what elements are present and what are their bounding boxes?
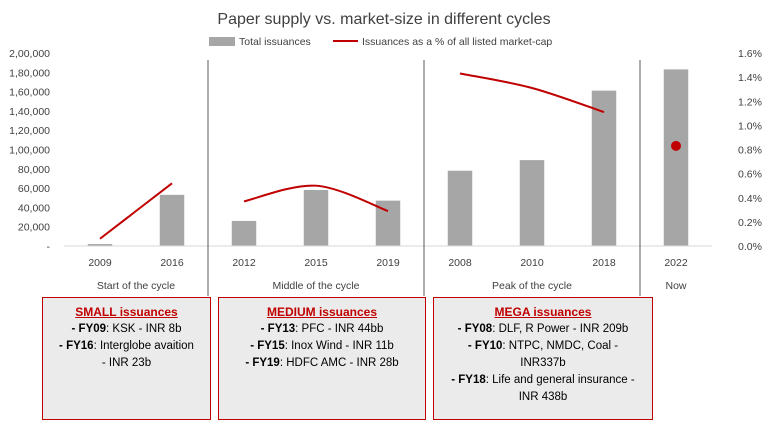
- x-tick-label: 2016: [160, 257, 184, 269]
- legend-pct-market-cap: Issuances as a % of all listed market-ca…: [362, 36, 552, 48]
- x-tick-label: 2008: [448, 257, 472, 269]
- medium-issuances-box: MEDIUM issuances - FY13: PFC - INR 44bb …: [218, 297, 426, 420]
- legend-bar-swatch: [209, 37, 235, 46]
- mega-issuances-title: MEGA issuances: [494, 305, 592, 319]
- small-issuances-box: SMALL issuances - FY09: KSK - INR 8b - F…: [42, 297, 211, 420]
- x-tick-label: 2009: [88, 257, 112, 269]
- mega-line-2: - FY10: NTPC, NMDC, Coal -: [467, 340, 619, 352]
- issuance-chart: Paper supply vs. market-size in differen…: [9, 11, 762, 296]
- bar-2008: [447, 170, 473, 246]
- y-right-tick-label: 0.0%: [738, 241, 762, 253]
- y-left-tick-label: 1,80,000: [9, 67, 50, 79]
- medium-line-1: - FY13: PFC - INR 44bb: [260, 323, 384, 335]
- y-right-tick-label: 1.2%: [738, 96, 762, 108]
- y-left-tick-label: 1,20,000: [9, 125, 50, 137]
- small-line-1: - FY09: KSK - INR 8b: [71, 323, 182, 335]
- medium-issuances-title: MEDIUM issuances: [266, 305, 378, 319]
- y-left-tick-label: 1,60,000: [9, 87, 50, 99]
- small-line-3: - INR 23b: [101, 357, 152, 369]
- legend-total-issuances: Total issuances: [239, 36, 311, 48]
- y-left-tick-label: 2,00,000: [9, 48, 50, 60]
- pct-line-segment-3: [459, 72, 605, 114]
- x-tick-label: 2010: [520, 257, 544, 269]
- bar-2012: [231, 220, 257, 246]
- y-left-tick-label: 1,00,000: [9, 145, 50, 157]
- bar-2022: [663, 69, 689, 246]
- group-label: Now: [665, 280, 686, 292]
- pct-line-segment-2: [243, 184, 389, 212]
- y-left-tick-label: 40,000: [18, 202, 50, 214]
- x-tick-label: 2022: [664, 257, 688, 269]
- x-tick-label: 2012: [232, 257, 256, 269]
- y-left-tick-label: 20,000: [18, 222, 50, 234]
- pct-point-2022: [671, 140, 681, 151]
- y-left-tick-label: 1,40,000: [9, 106, 50, 118]
- y-left-tick-label: -: [47, 241, 51, 253]
- group-label: Middle of the cycle: [273, 280, 360, 292]
- group-label: Start of the cycle: [97, 280, 175, 292]
- x-tick-label: 2018: [592, 257, 616, 269]
- mega-line-4: - FY18: Life and general insurance -: [451, 374, 635, 386]
- bar-2016: [159, 194, 185, 246]
- y-right-tick-label: 0.6%: [738, 169, 762, 181]
- x-tick-label: 2019: [376, 257, 400, 269]
- y-right-tick-label: 0.4%: [738, 193, 762, 205]
- x-tick-label: 2015: [304, 257, 328, 269]
- bar-2010: [519, 160, 545, 246]
- small-line-2: - FY16: Interglobe avaition: [59, 340, 194, 352]
- y-left-tick-label: 80,000: [18, 164, 50, 176]
- y-right-tick-label: 1.6%: [738, 48, 762, 60]
- medium-line-2: - FY15: Inox Wind - INR 11b: [250, 340, 394, 352]
- mega-line-5: INR 438b: [518, 391, 568, 403]
- chart-title: Paper supply vs. market-size in differen…: [217, 11, 550, 28]
- bar-2018: [591, 90, 617, 246]
- y-right-tick-label: 1.0%: [738, 120, 762, 132]
- mega-line-3: INR337b: [520, 357, 566, 369]
- mega-line-1: - FY08: DLF, R Power - INR 209b: [457, 323, 629, 335]
- mega-issuances-box: MEGA issuances - FY08: DLF, R Power - IN…: [433, 297, 653, 420]
- y-right-tick-label: 0.8%: [738, 145, 762, 157]
- y-right-tick-label: 0.2%: [738, 217, 762, 229]
- small-issuances-title: SMALL issuances: [75, 305, 178, 319]
- bar-2009: [87, 244, 113, 246]
- medium-line-3: - FY19: HDFC AMC - INR 28b: [245, 357, 399, 369]
- pct-line-segment-1: [99, 182, 173, 240]
- y-left-tick-label: 60,000: [18, 183, 50, 195]
- y-right-tick-label: 1.4%: [738, 72, 762, 84]
- group-label: Peak of the cycle: [492, 280, 572, 292]
- bar-2015: [303, 190, 329, 246]
